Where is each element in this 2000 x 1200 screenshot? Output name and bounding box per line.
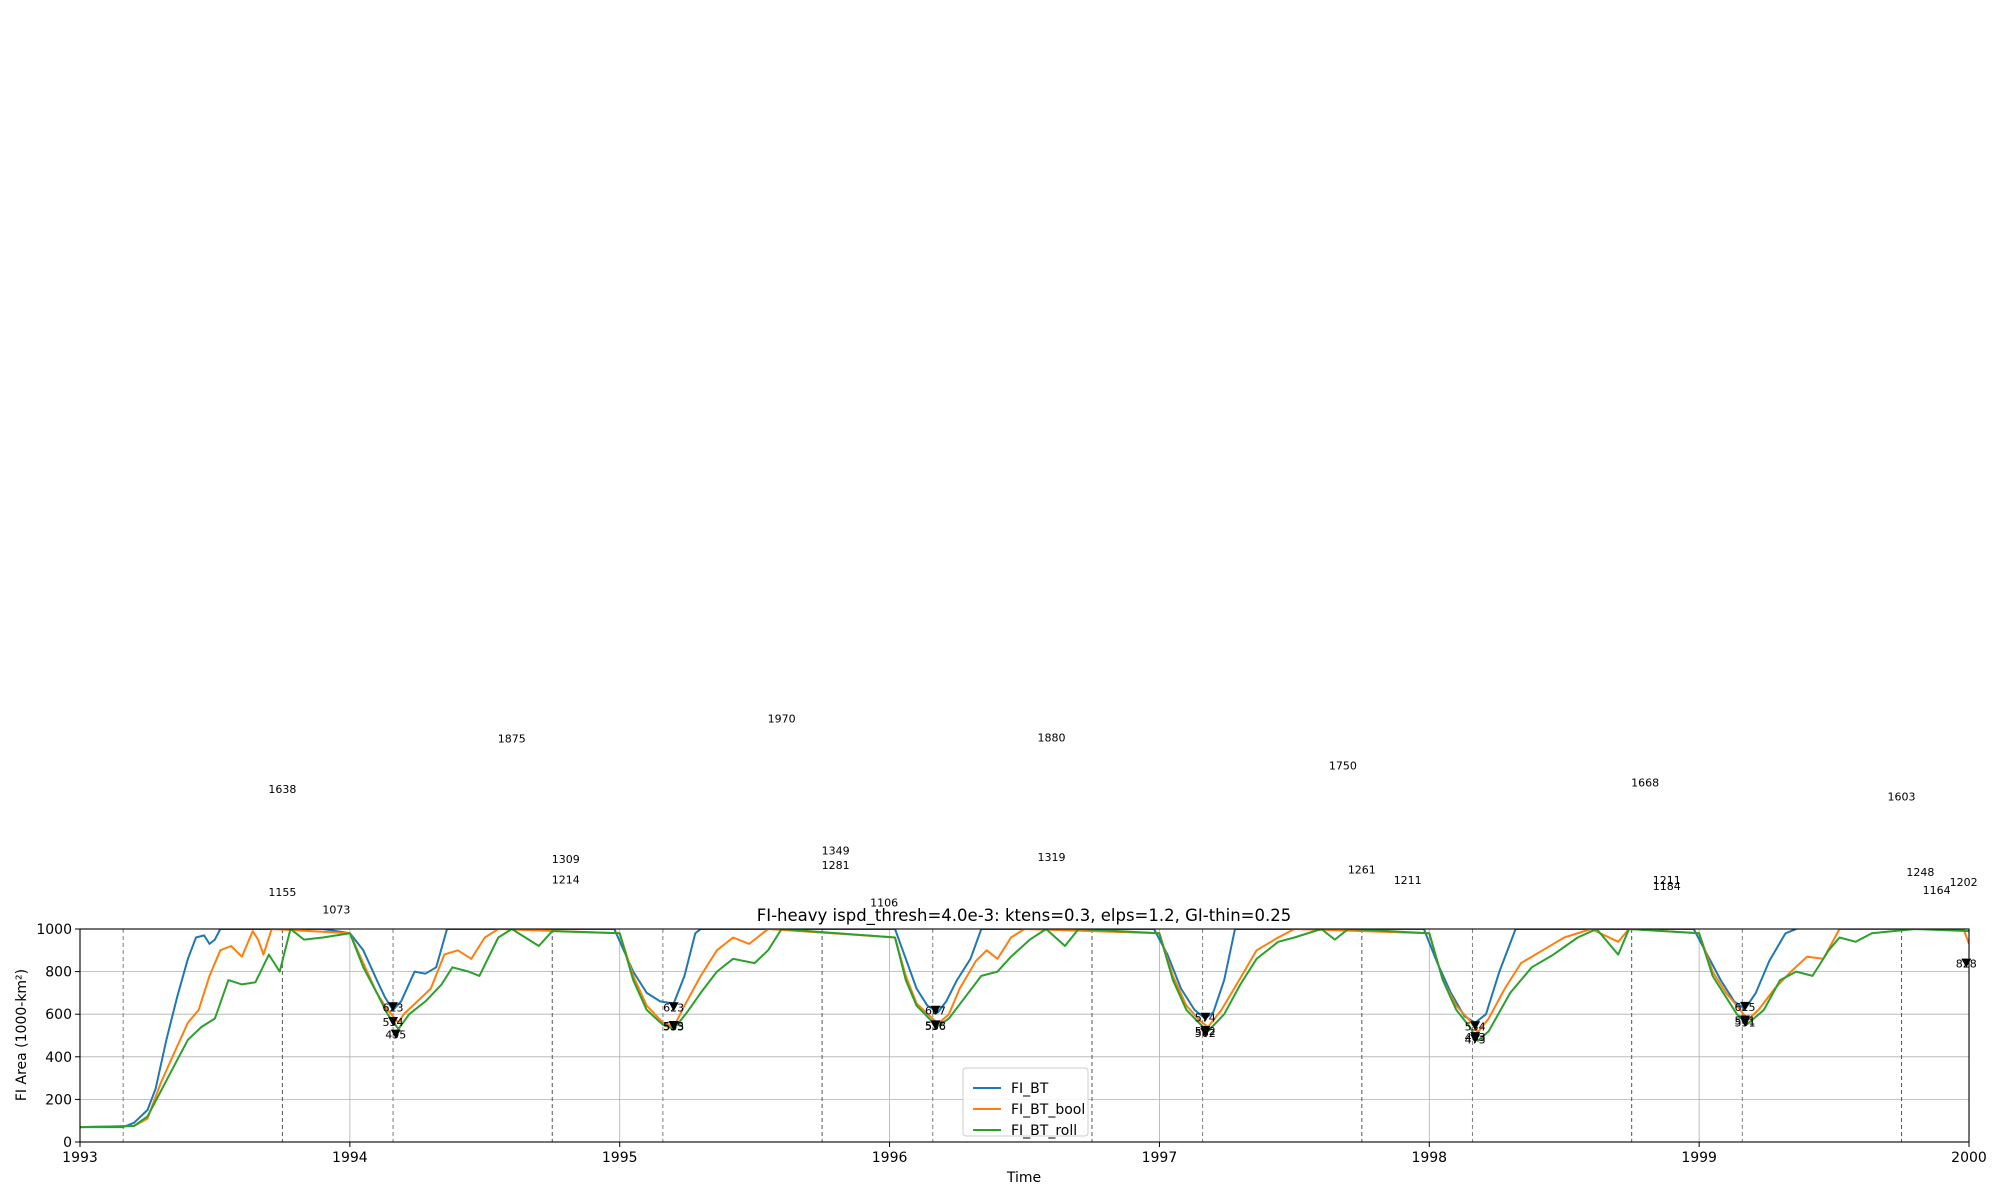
chart-title: FI-heavy ispd_thresh=4.0e-3: ktens=0.3, … <box>757 906 1292 926</box>
x-tick-label: 2000 <box>1951 1150 1987 1166</box>
legend-label: FI_BT_bool <box>1011 1102 1085 1118</box>
minimum-label: 551 <box>1735 1017 1756 1030</box>
peak-annotation: 1184 <box>1653 880 1681 893</box>
minimum-label: 502 <box>1195 1027 1216 1040</box>
minimum-label: 623 <box>663 1001 684 1014</box>
peak-annotation: 1248 <box>1906 866 1934 879</box>
series-line-fi-bt-roll <box>80 929 1969 1129</box>
minimum-marker <box>1740 1017 1751 1027</box>
peak-annotation: 1880 <box>1037 732 1065 745</box>
minimum-label: 538 <box>925 1019 946 1032</box>
minimum-label: 473 <box>1465 1033 1486 1046</box>
peak-annotation: 1211 <box>1653 874 1681 887</box>
peak-annotation: 1073 <box>322 903 350 916</box>
minimum-marker <box>388 1016 399 1026</box>
minimum-label: 512 <box>1195 1025 1216 1038</box>
x-tick-label: 1994 <box>332 1150 368 1166</box>
minimum-label: 607 <box>925 1005 946 1018</box>
x-axis-label: Time <box>1006 1170 1041 1186</box>
y-tick-label: 200 <box>45 1092 72 1108</box>
minimum-marker <box>930 1020 941 1030</box>
peak-annotation: 1309 <box>552 853 580 866</box>
peak-annotation: 1261 <box>1348 863 1376 876</box>
y-tick-label: 400 <box>45 1050 72 1066</box>
peak-annotation: 1211 <box>1394 874 1422 887</box>
peak-annotation: 1638 <box>268 783 296 796</box>
minimum-label: 534 <box>1465 1020 1486 1033</box>
peak-annotation: 1349 <box>822 845 850 858</box>
minimum-marker <box>1200 1028 1211 1038</box>
peak-annotation: 1281 <box>822 859 850 872</box>
minimum-label: 536 <box>925 1020 946 1033</box>
peak-annotation: 1155 <box>268 886 296 899</box>
x-tick-label: 1999 <box>1681 1150 1717 1166</box>
minimum-label: 495 <box>385 1029 406 1042</box>
minimum-marker <box>390 1029 401 1039</box>
minimum-marker <box>1740 1001 1751 1011</box>
legend-label: FI_BT <box>1011 1081 1049 1097</box>
minimum-label: 554 <box>383 1016 404 1029</box>
minimum-marker <box>1470 1021 1481 1031</box>
y-tick-label: 1000 <box>36 922 72 938</box>
x-tick-label: 1993 <box>62 1150 98 1166</box>
y-tick-label: 800 <box>45 965 72 981</box>
minimum-label: 623 <box>383 1001 404 1014</box>
x-tick-label: 1995 <box>602 1150 638 1166</box>
axis-ticks: 0 200 400 600 800 1000 1993 1994 1995 1996 1997 199… <box>36 922 1986 1166</box>
peak-annotation: 1603 <box>1888 791 1916 804</box>
peak-annotation: 1202 <box>1950 876 1978 889</box>
minimum-marker <box>1200 1012 1211 1022</box>
minimum-label: 535 <box>663 1020 684 1033</box>
minimum-markers <box>388 958 1972 1044</box>
minimum-label: 483 <box>1465 1031 1486 1044</box>
x-tick-label: 1996 <box>872 1150 908 1166</box>
minimum-label: 828 <box>1956 958 1977 971</box>
peak-annotation: 1319 <box>1037 851 1065 864</box>
peak-annotation: 1164 <box>1923 884 1951 897</box>
minimum-label: 625 <box>1735 1001 1756 1014</box>
x-tick-label: 1998 <box>1411 1150 1447 1166</box>
y-tick-label: 0 <box>63 1135 72 1151</box>
y-tick-label: 600 <box>45 1007 72 1023</box>
minimum-label: 574 <box>1195 1012 1216 1025</box>
legend-label: FI_BT_roll <box>1011 1123 1077 1139</box>
minimum-marker <box>930 1005 941 1015</box>
peak-annotation: 1750 <box>1329 759 1357 772</box>
minimum-label: 533 <box>663 1020 684 1033</box>
legend: FI_BT FI_BT_bool FI_BT_roll <box>962 1067 1089 1139</box>
season-lines <box>122 929 1903 1142</box>
y-axis-label: FI Area (1000-km²) <box>14 969 30 1101</box>
plot-frame <box>79 928 1970 1143</box>
peak-annotation: 1106 <box>870 896 898 909</box>
peak-annotation: 1668 <box>1631 777 1659 790</box>
legend-box <box>962 1067 1089 1137</box>
series-line-fi-bt <box>80 929 1797 1129</box>
minimum-marker <box>1470 1034 1481 1044</box>
x-tick-label: 1997 <box>1142 1150 1178 1166</box>
peak-annotation: 1970 <box>768 712 796 725</box>
peak-annotation: 1875 <box>498 733 526 746</box>
minimum-label: 561 <box>1735 1015 1756 1028</box>
minimum-marker <box>668 1021 679 1031</box>
minimum-marker <box>388 1002 399 1012</box>
peak-annotation: 1214 <box>552 873 580 886</box>
minimum-marker <box>668 1002 679 1012</box>
